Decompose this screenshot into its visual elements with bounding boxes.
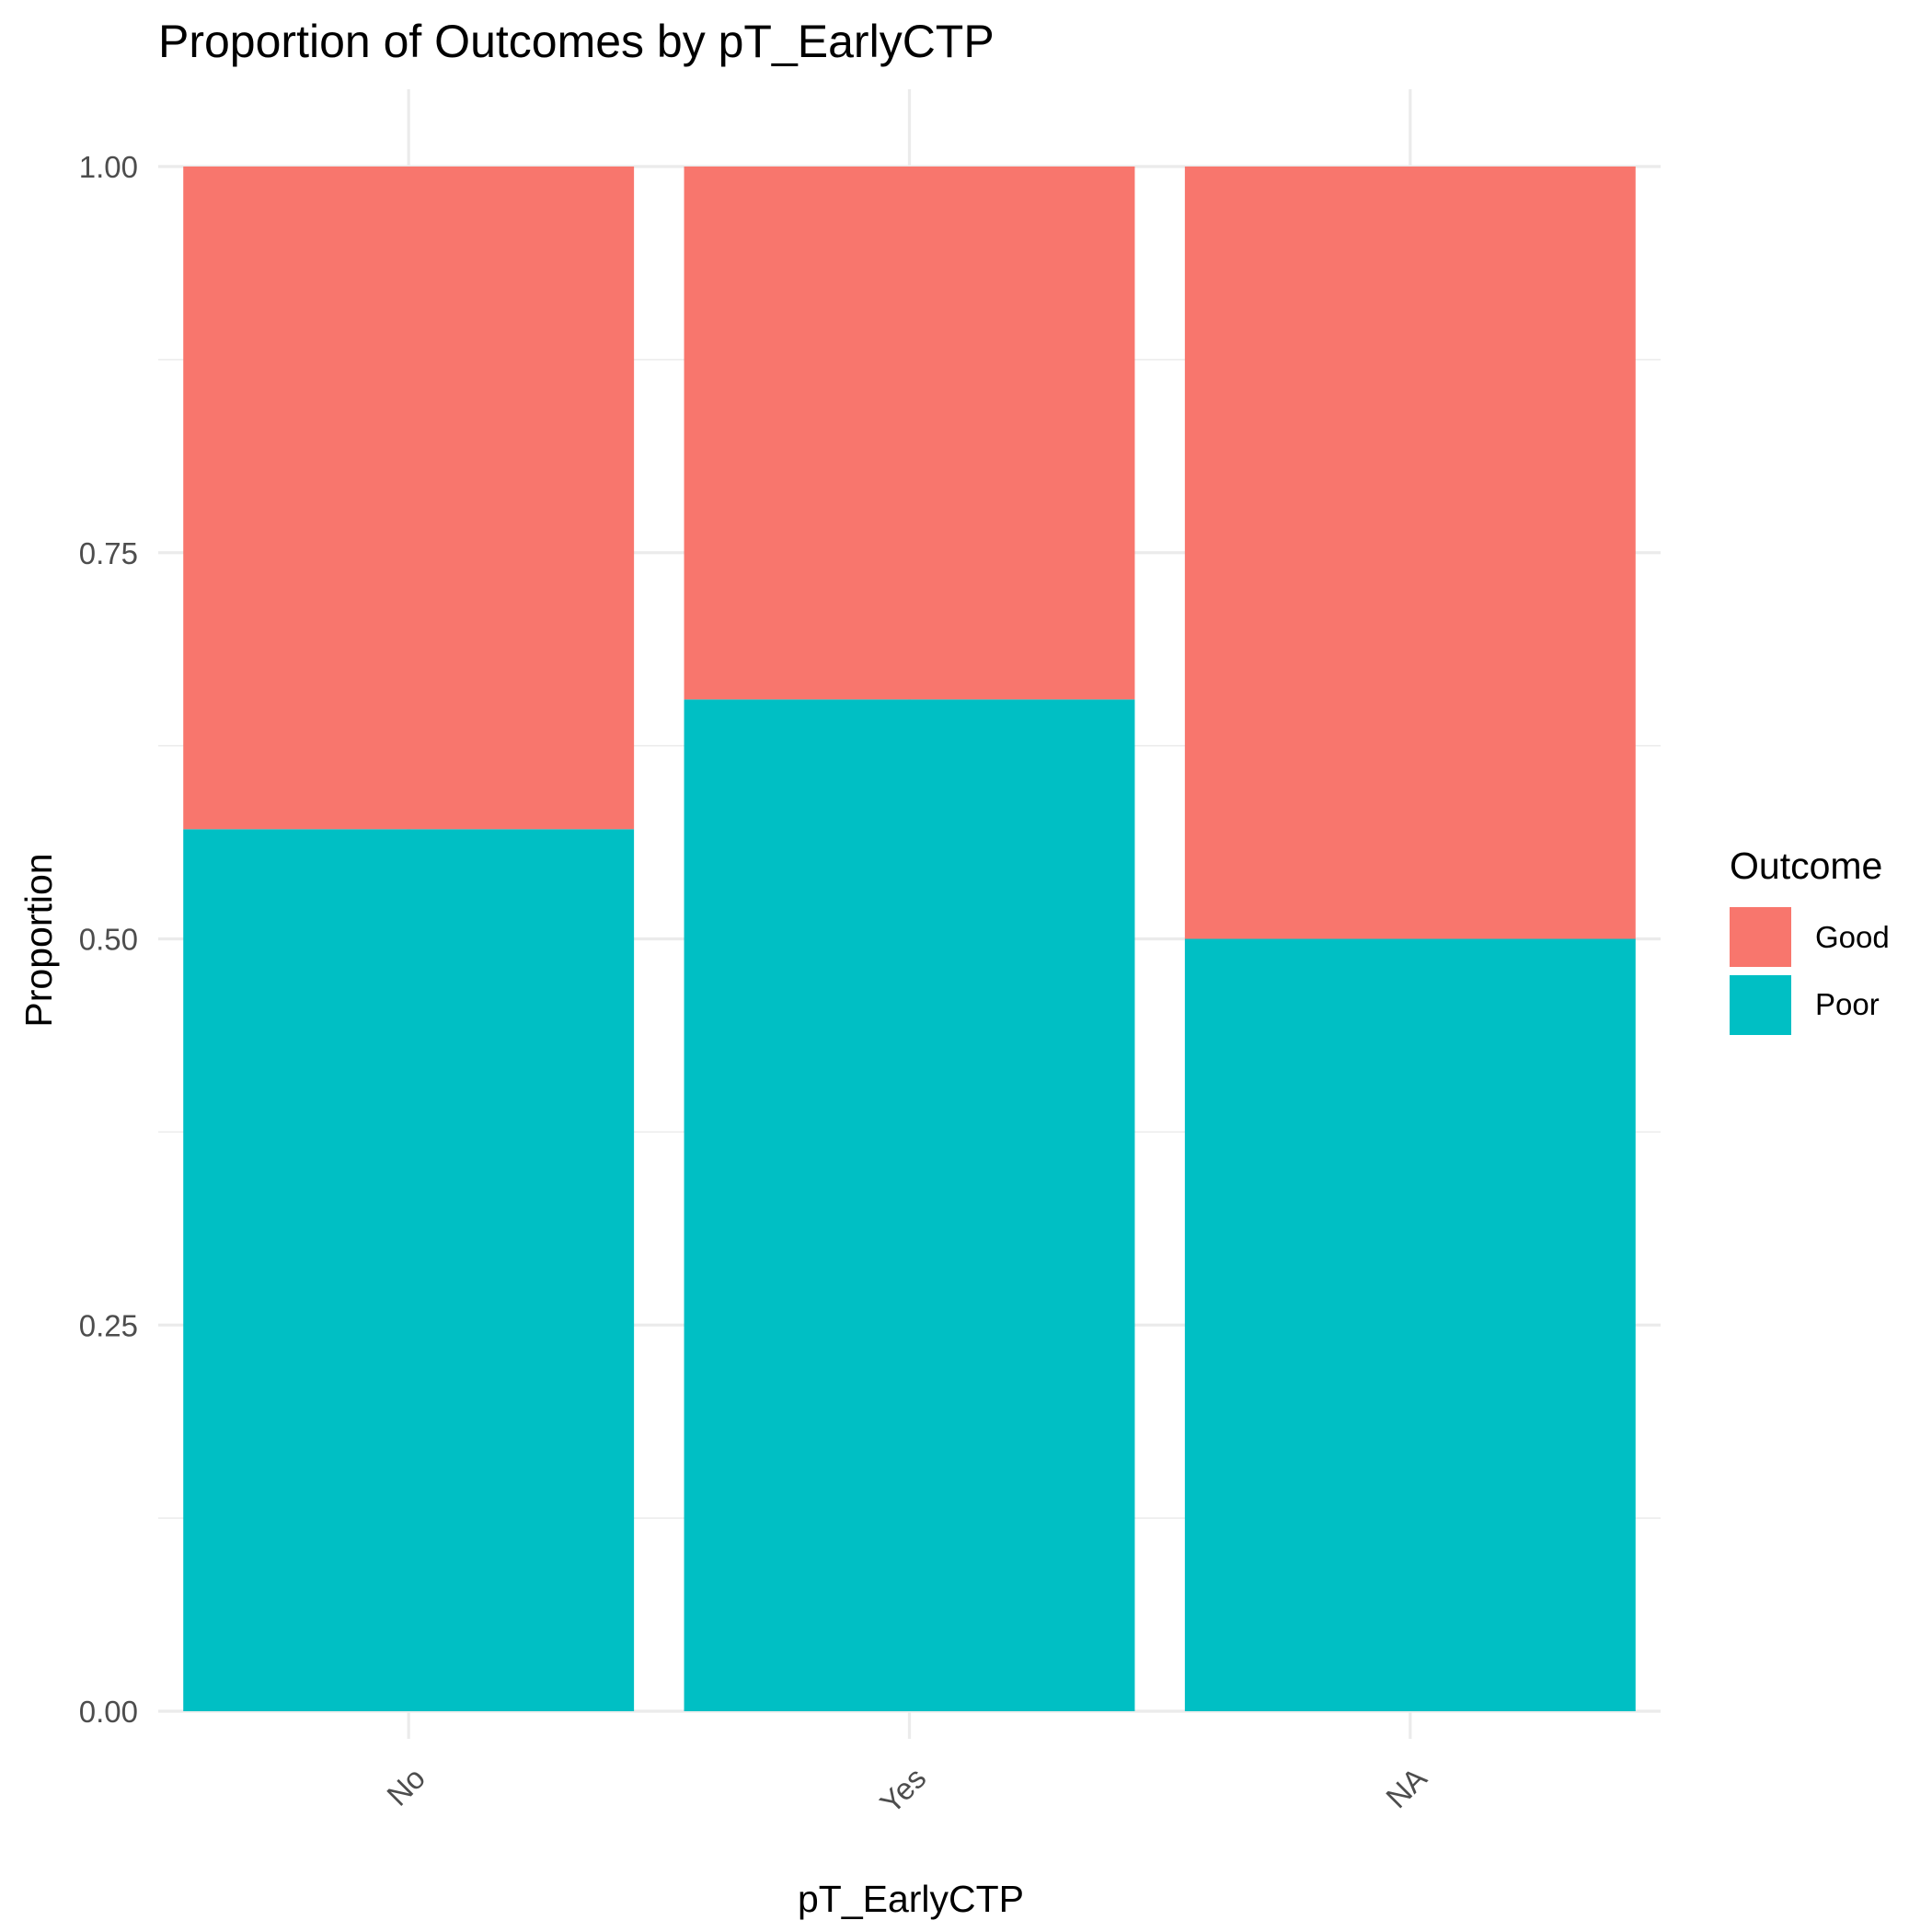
x-axis: No Yes NA <box>380 1761 1433 1820</box>
legend-swatch-poor <box>1730 975 1791 1035</box>
bar-good-yes <box>684 167 1135 700</box>
y-tick-label: 0.25 <box>79 1308 138 1342</box>
legend-label-poor: Poor <box>1815 987 1880 1021</box>
y-tick-label: 0.75 <box>79 536 138 570</box>
y-tick-label: 0.00 <box>79 1695 138 1729</box>
x-tick-label: NA <box>1379 1761 1433 1815</box>
bar-poor-yes <box>684 699 1135 1711</box>
legend-swatch-good <box>1730 907 1791 967</box>
bar-good-na <box>1184 167 1636 939</box>
y-tick-label: 0.50 <box>79 923 138 957</box>
bar-poor-na <box>1184 938 1636 1711</box>
legend-label-good: Good <box>1815 920 1890 954</box>
x-axis-title: pT_EarlyCTP <box>798 1878 1024 1920</box>
y-axis: 0.00 0.25 0.50 0.75 1.00 <box>79 150 138 1729</box>
y-axis-title: Proportion <box>17 853 60 1027</box>
bar-poor-no <box>183 829 635 1711</box>
bar-good-no <box>183 167 635 830</box>
legend-title: Outcome <box>1730 845 1882 887</box>
chart-title: Proportion of Outcomes by pT_EarlyCTP <box>158 16 995 67</box>
legend: Outcome Good Poor <box>1730 845 1890 1035</box>
x-tick-label: Yes <box>873 1761 932 1820</box>
y-tick-label: 1.00 <box>79 150 138 184</box>
bars <box>183 167 1636 1711</box>
x-tick-label: No <box>380 1761 431 1812</box>
